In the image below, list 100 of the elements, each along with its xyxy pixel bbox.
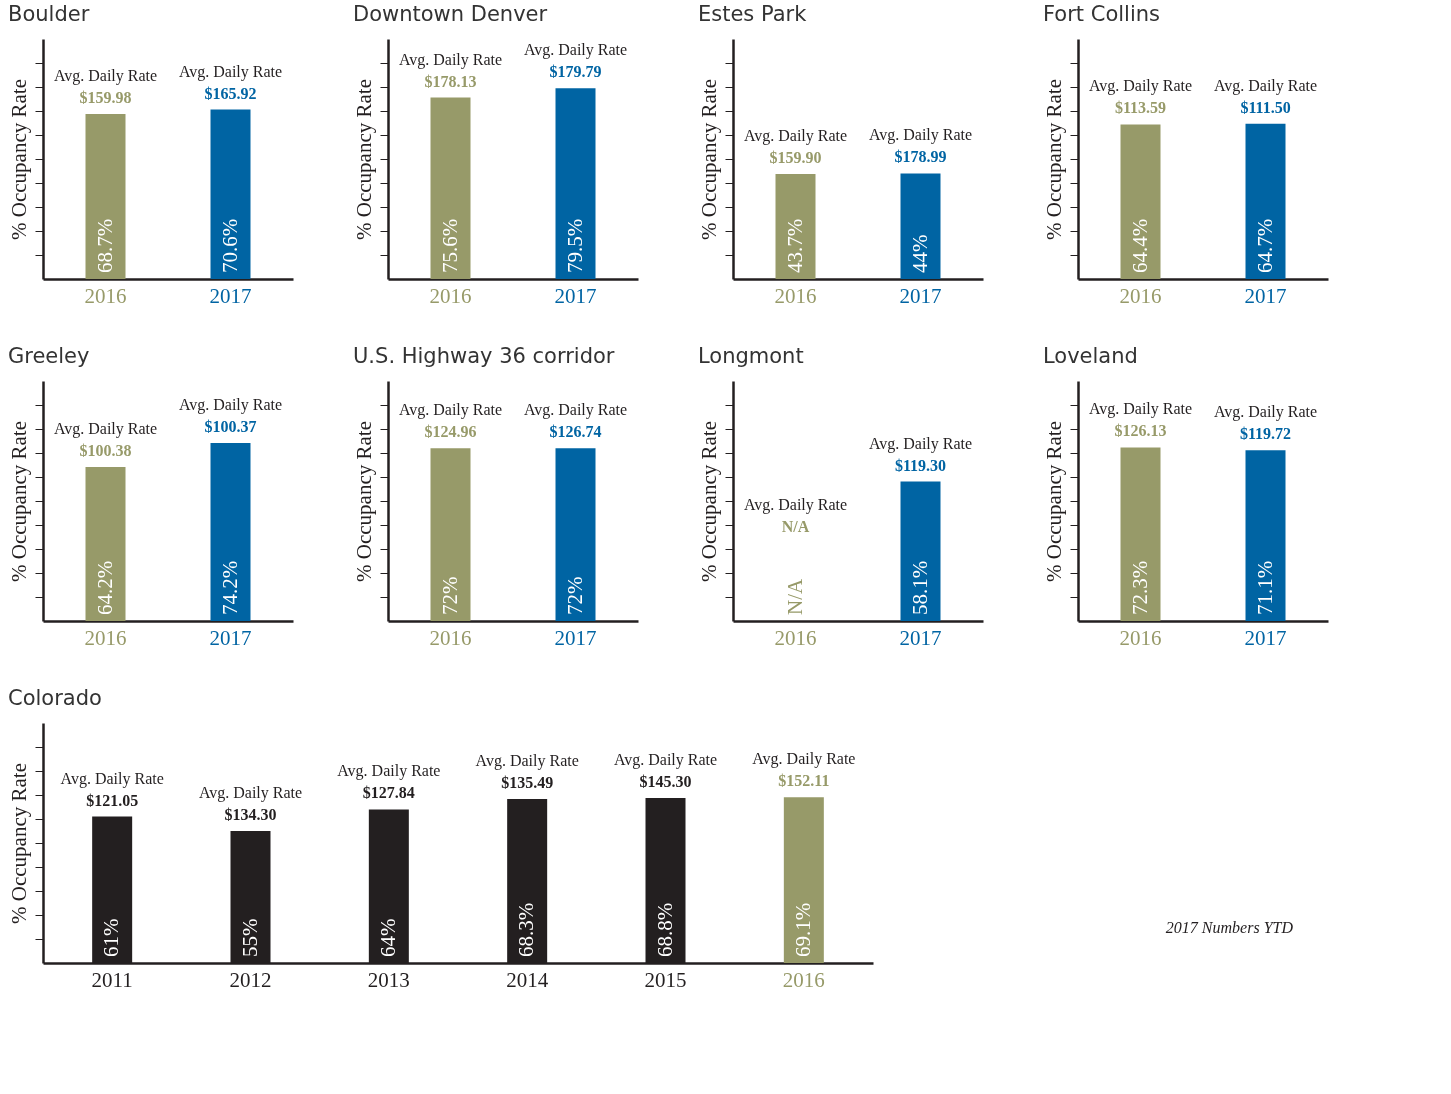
annotation: $179.79	[549, 63, 602, 81]
data-label: 72%	[437, 576, 462, 615]
x-tick-label: 2016	[774, 283, 817, 308]
annotation: Avg. Daily Rate	[868, 434, 973, 453]
annotation: Avg. Daily Rate	[198, 784, 303, 802]
annotation: $165.92	[204, 84, 257, 102]
annotation: $119.30	[894, 456, 947, 474]
annotation: Avg. Daily Rate	[178, 62, 283, 81]
annotation: Avg. Daily Rate	[523, 401, 628, 420]
annotation: $100.38	[79, 441, 132, 459]
annotation: $124.96	[424, 423, 477, 441]
data-label: 64.2%	[92, 560, 117, 615]
data-label: 79.5%	[562, 218, 587, 273]
y-axis-title: % Occupancy Rate	[351, 79, 376, 240]
annotation: $119.72	[1239, 425, 1292, 443]
x-tick-label: 2016	[84, 283, 127, 308]
data-label: 64%	[375, 918, 400, 957]
annotation: Avg. Daily Rate	[1213, 76, 1318, 95]
annotation: Avg. Daily Rate	[1088, 400, 1193, 419]
annotation: $134.30	[224, 806, 277, 823]
y-axis-title: % Occupancy Rate	[1041, 79, 1066, 240]
y-axis-title: % Occupancy Rate	[6, 79, 31, 240]
data-label: 64.4%	[1127, 218, 1152, 273]
annotation: $127.84	[362, 784, 415, 802]
x-tick-label: 2016	[429, 625, 472, 650]
text: 2017 Numbers YTD	[1165, 919, 1294, 936]
annotation: Avg. Daily Rate	[178, 395, 283, 414]
x-tick-label: 2011	[91, 967, 133, 992]
chart-title: Greeley	[8, 344, 90, 368]
annotation: $100.37	[204, 417, 257, 435]
data-label: 55%	[237, 918, 262, 957]
data-label: 58.1%	[907, 560, 932, 615]
annotation: Avg. Daily Rate	[613, 750, 718, 769]
chart-title: Loveland	[1043, 344, 1138, 368]
annotation: $126.13	[1114, 422, 1167, 440]
annotation: $113.59	[1114, 99, 1167, 117]
data-label: 64.7%	[1252, 218, 1277, 273]
data-label: 68.8%	[652, 902, 677, 957]
data-label: 69.1%	[790, 902, 815, 957]
data-label: 71.1%	[1252, 560, 1277, 615]
x-tick-label: 2017	[554, 283, 597, 308]
annotation: $111.50	[1240, 98, 1291, 116]
x-tick-label: 2016	[782, 967, 825, 992]
x-tick-label: 2014	[506, 967, 549, 992]
chart-title: U.S. Highway 36 corridor	[353, 344, 615, 368]
annotation: Avg. Daily Rate	[60, 769, 164, 788]
annotation: Avg. Daily Rate	[868, 126, 973, 145]
chart-title: Colorado	[8, 686, 102, 710]
annotation: Avg. Daily Rate	[53, 419, 158, 438]
annotation: $121.05	[86, 791, 139, 809]
x-tick-label: 2017	[209, 283, 252, 308]
annotation: Avg. Daily Rate	[752, 750, 856, 769]
annotation: Avg. Daily Rate	[1213, 403, 1318, 422]
annotation: Avg. Daily Rate	[523, 41, 628, 60]
annotation: Avg. Daily Rate	[743, 127, 848, 146]
data-label: 68.7%	[92, 218, 117, 273]
chart-title: Estes Park	[698, 2, 808, 26]
annotation: $178.99	[894, 148, 947, 166]
annotation: $159.90	[769, 149, 822, 167]
annotation: Avg. Daily Rate	[1088, 77, 1193, 96]
x-tick-label: 2016	[1119, 625, 1162, 650]
annotation: Avg. Daily Rate	[337, 762, 441, 781]
chart-title: Fort Collins	[1043, 2, 1160, 26]
text: N/A	[782, 578, 807, 615]
data-label: 43.7%	[782, 218, 807, 273]
x-tick-label: 2015	[644, 967, 687, 992]
data-label: 74.2%	[217, 560, 242, 615]
x-tick-label: 2017	[899, 283, 942, 308]
x-tick-label: 2017	[1244, 283, 1287, 308]
y-axis-title: % Occupancy Rate	[696, 421, 721, 582]
annotation: $178.13	[424, 72, 477, 90]
annotation: Avg. Daily Rate	[743, 496, 848, 514]
chart-title: Downtown Denver	[353, 2, 548, 26]
annotation: $152.11	[778, 772, 830, 790]
chart-title: Longmont	[698, 344, 804, 368]
x-tick-label: 2017	[209, 625, 252, 650]
annotation: Avg. Daily Rate	[53, 67, 158, 86]
data-label: 70.6%	[217, 218, 242, 273]
x-tick-label: 2012	[229, 967, 272, 992]
x-tick-label: 2016	[774, 625, 817, 650]
y-axis-title: % Occupancy Rate	[6, 763, 31, 924]
annotation: Avg. Daily Rate	[475, 752, 579, 771]
y-axis-title: % Occupancy Rate	[351, 421, 376, 582]
x-tick-label: 2016	[429, 283, 472, 308]
annotation: N/A	[781, 518, 810, 535]
annotation: $135.49	[501, 774, 554, 792]
annotation: Avg. Daily Rate	[398, 50, 503, 69]
x-tick-label: 2013	[367, 967, 410, 992]
y-axis-title: % Occupancy Rate	[1041, 421, 1066, 582]
annotation: $126.74	[549, 423, 602, 441]
data-label: 72.3%	[1127, 560, 1152, 615]
bar	[783, 797, 824, 963]
annotation: $159.98	[79, 89, 132, 107]
annotation: Avg. Daily Rate	[398, 401, 503, 420]
data-label: 72%	[562, 576, 587, 615]
chart-title: Boulder	[8, 2, 90, 26]
x-tick-label: 2017	[899, 625, 942, 650]
x-tick-label: 2016	[1119, 283, 1162, 308]
x-tick-label: 2017	[1244, 625, 1287, 650]
data-label: 75.6%	[437, 218, 462, 273]
